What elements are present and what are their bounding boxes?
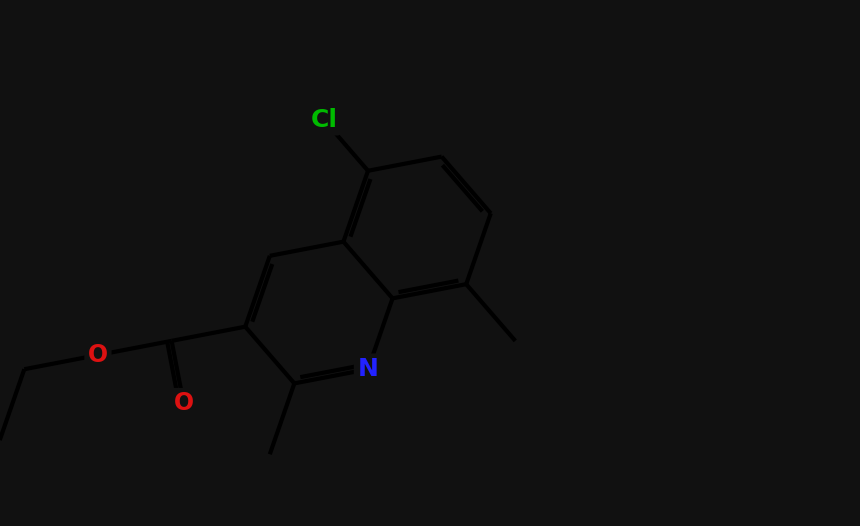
Text: Cl: Cl xyxy=(310,108,337,132)
Text: N: N xyxy=(358,357,378,381)
Text: O: O xyxy=(174,391,194,416)
Text: O: O xyxy=(88,343,108,367)
